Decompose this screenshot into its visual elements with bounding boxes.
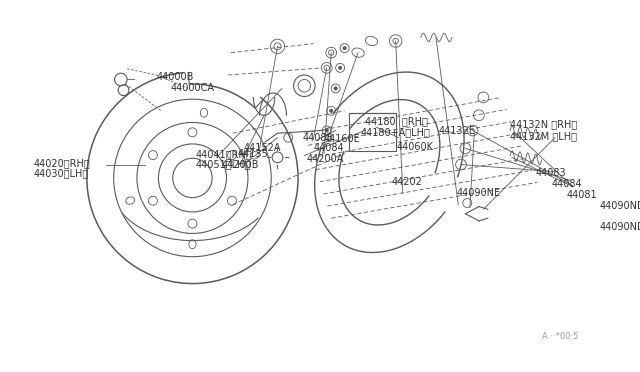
Circle shape [343, 46, 346, 50]
Text: 44084: 44084 [314, 143, 344, 153]
Text: 44000CA: 44000CA [170, 83, 214, 93]
Text: 44083: 44083 [303, 133, 333, 143]
Text: 44090ND: 44090ND [600, 201, 640, 211]
Text: 44090NE: 44090NE [456, 188, 500, 198]
Text: 44041（RH）: 44041（RH） [195, 149, 252, 159]
Text: 44000B: 44000B [157, 72, 194, 82]
Text: A ··*00·5: A ··*00·5 [541, 332, 578, 341]
Text: 44132N （RH）: 44132N （RH） [510, 119, 577, 129]
Text: 44051（LH）: 44051（LH） [195, 160, 250, 170]
Text: 44180  （RH）: 44180 （RH） [365, 116, 428, 126]
Text: 44090ND: 44090ND [600, 222, 640, 232]
Text: 44180+A（LH）: 44180+A（LH） [361, 127, 431, 137]
Circle shape [325, 129, 328, 132]
Text: 44132M （LH）: 44132M （LH） [510, 131, 577, 141]
Circle shape [334, 87, 337, 90]
Text: 44084: 44084 [552, 179, 582, 189]
Text: 44152A: 44152A [243, 143, 281, 153]
Text: 44083: 44083 [535, 169, 566, 179]
Text: 44081: 44081 [566, 190, 597, 200]
Text: 44200A: 44200A [306, 154, 344, 164]
Text: 44132E: 44132E [438, 125, 476, 135]
Text: 44060K: 44060K [397, 142, 433, 152]
Circle shape [339, 66, 342, 70]
Text: 44160E: 44160E [324, 134, 361, 144]
Text: 44200B: 44200B [222, 160, 259, 170]
Text: 44020（RH）: 44020（RH） [34, 158, 91, 168]
Circle shape [330, 109, 333, 113]
Text: 44030（LH）: 44030（LH） [34, 169, 89, 179]
Text: 44135: 44135 [237, 149, 268, 159]
Text: 44202: 44202 [392, 177, 423, 187]
Bar [349, 113, 396, 151]
